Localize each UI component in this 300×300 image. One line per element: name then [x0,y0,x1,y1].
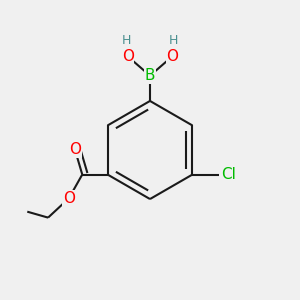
Text: O: O [63,191,75,206]
Text: H: H [169,34,178,46]
Text: H: H [122,34,131,46]
Text: O: O [166,49,178,64]
Text: O: O [122,49,134,64]
Text: Cl: Cl [221,167,236,182]
Text: O: O [69,142,81,157]
Text: B: B [145,68,155,83]
